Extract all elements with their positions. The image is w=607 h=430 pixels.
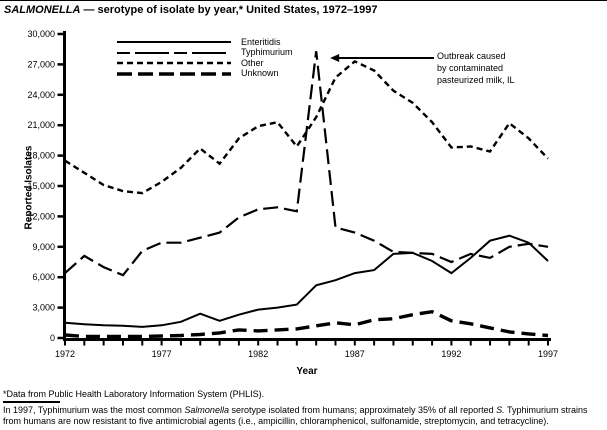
- thick-dash-line-icon: [117, 72, 231, 76]
- y-tick-label: 9,000: [32, 242, 55, 252]
- footnote-data-source: *Data from Public Health Laboratory Info…: [3, 389, 265, 399]
- x-tick-label: 1977: [152, 349, 172, 359]
- y-tick-label: 30,000: [27, 29, 55, 39]
- x-tick-label: 1982: [248, 349, 268, 359]
- y-tick-label: 27,000: [27, 59, 55, 69]
- y-tick-label: 18,000: [27, 151, 55, 161]
- legend-row-unknown: Unknown: [116, 69, 293, 80]
- short-dash-line-icon: [117, 62, 231, 65]
- legend-row-typhimurium: Typhimurium: [116, 48, 293, 59]
- y-axis-label: Reported Isolates: [23, 145, 35, 230]
- footnote2-italic2: S.: [496, 405, 505, 415]
- series-line-other: [64, 59, 549, 195]
- solid-line-icon: [117, 41, 231, 44]
- legend-row-other: Other: [116, 58, 293, 69]
- legend-label-other: Other: [241, 57, 264, 68]
- y-tick-label: 0: [50, 333, 55, 343]
- footnote2-part1: In 1997, Typhimurium was the most common: [3, 405, 185, 415]
- x-tick-label: 1992: [441, 349, 461, 359]
- legend-row-enteritidis: Enteritidis: [116, 37, 293, 48]
- chart-title-italic: SALMONELLA: [4, 4, 81, 16]
- outbreak-annotation: Outbreak caused by contaminated pasteuri…: [437, 51, 515, 85]
- legend: Enteritidis Typhimurium Other Unknown: [116, 37, 293, 79]
- footnote2-part3: Typhimurium strains from humans are now …: [3, 405, 588, 426]
- series-line-enteritidis: [64, 234, 549, 328]
- long-dash-line-icon: [117, 51, 231, 54]
- y-tick-label: 3,000: [32, 303, 55, 313]
- x-tick-label: 1987: [345, 349, 365, 359]
- x-axis-label: Year: [296, 366, 318, 377]
- annotation-arrowhead: [330, 54, 340, 62]
- footnote2-italic1: Salmonella: [184, 405, 229, 415]
- x-tick-label: 1997: [538, 349, 558, 359]
- series-line-typhimurium: [64, 51, 549, 277]
- y-tick-label: 6,000: [32, 272, 55, 282]
- y-tick-label: 21,000: [27, 120, 55, 130]
- legend-label-typhimurium: Typhimurium: [241, 47, 293, 58]
- footnote-resistance: In 1997, Typhimurium was the most common…: [3, 405, 603, 426]
- footnote-divider: [3, 401, 60, 403]
- footnote2-part2: serotype isolated from humans; approxima…: [228, 405, 497, 415]
- chart-title-rest: — serotype of isolate by year,* United S…: [80, 4, 378, 16]
- legend-label-enteritidis: Enteritidis: [241, 36, 281, 47]
- series-line-unknown: [64, 309, 549, 339]
- legend-label-unknown: Unknown: [241, 68, 279, 79]
- chart-title: SALMONELLA — serotype of isolate by year…: [4, 4, 378, 16]
- y-tick-label: 12,000: [27, 211, 55, 221]
- y-tick-label: 24,000: [27, 90, 55, 100]
- y-tick-label: 15,000: [27, 181, 55, 191]
- x-tick-label: 1972: [55, 349, 75, 359]
